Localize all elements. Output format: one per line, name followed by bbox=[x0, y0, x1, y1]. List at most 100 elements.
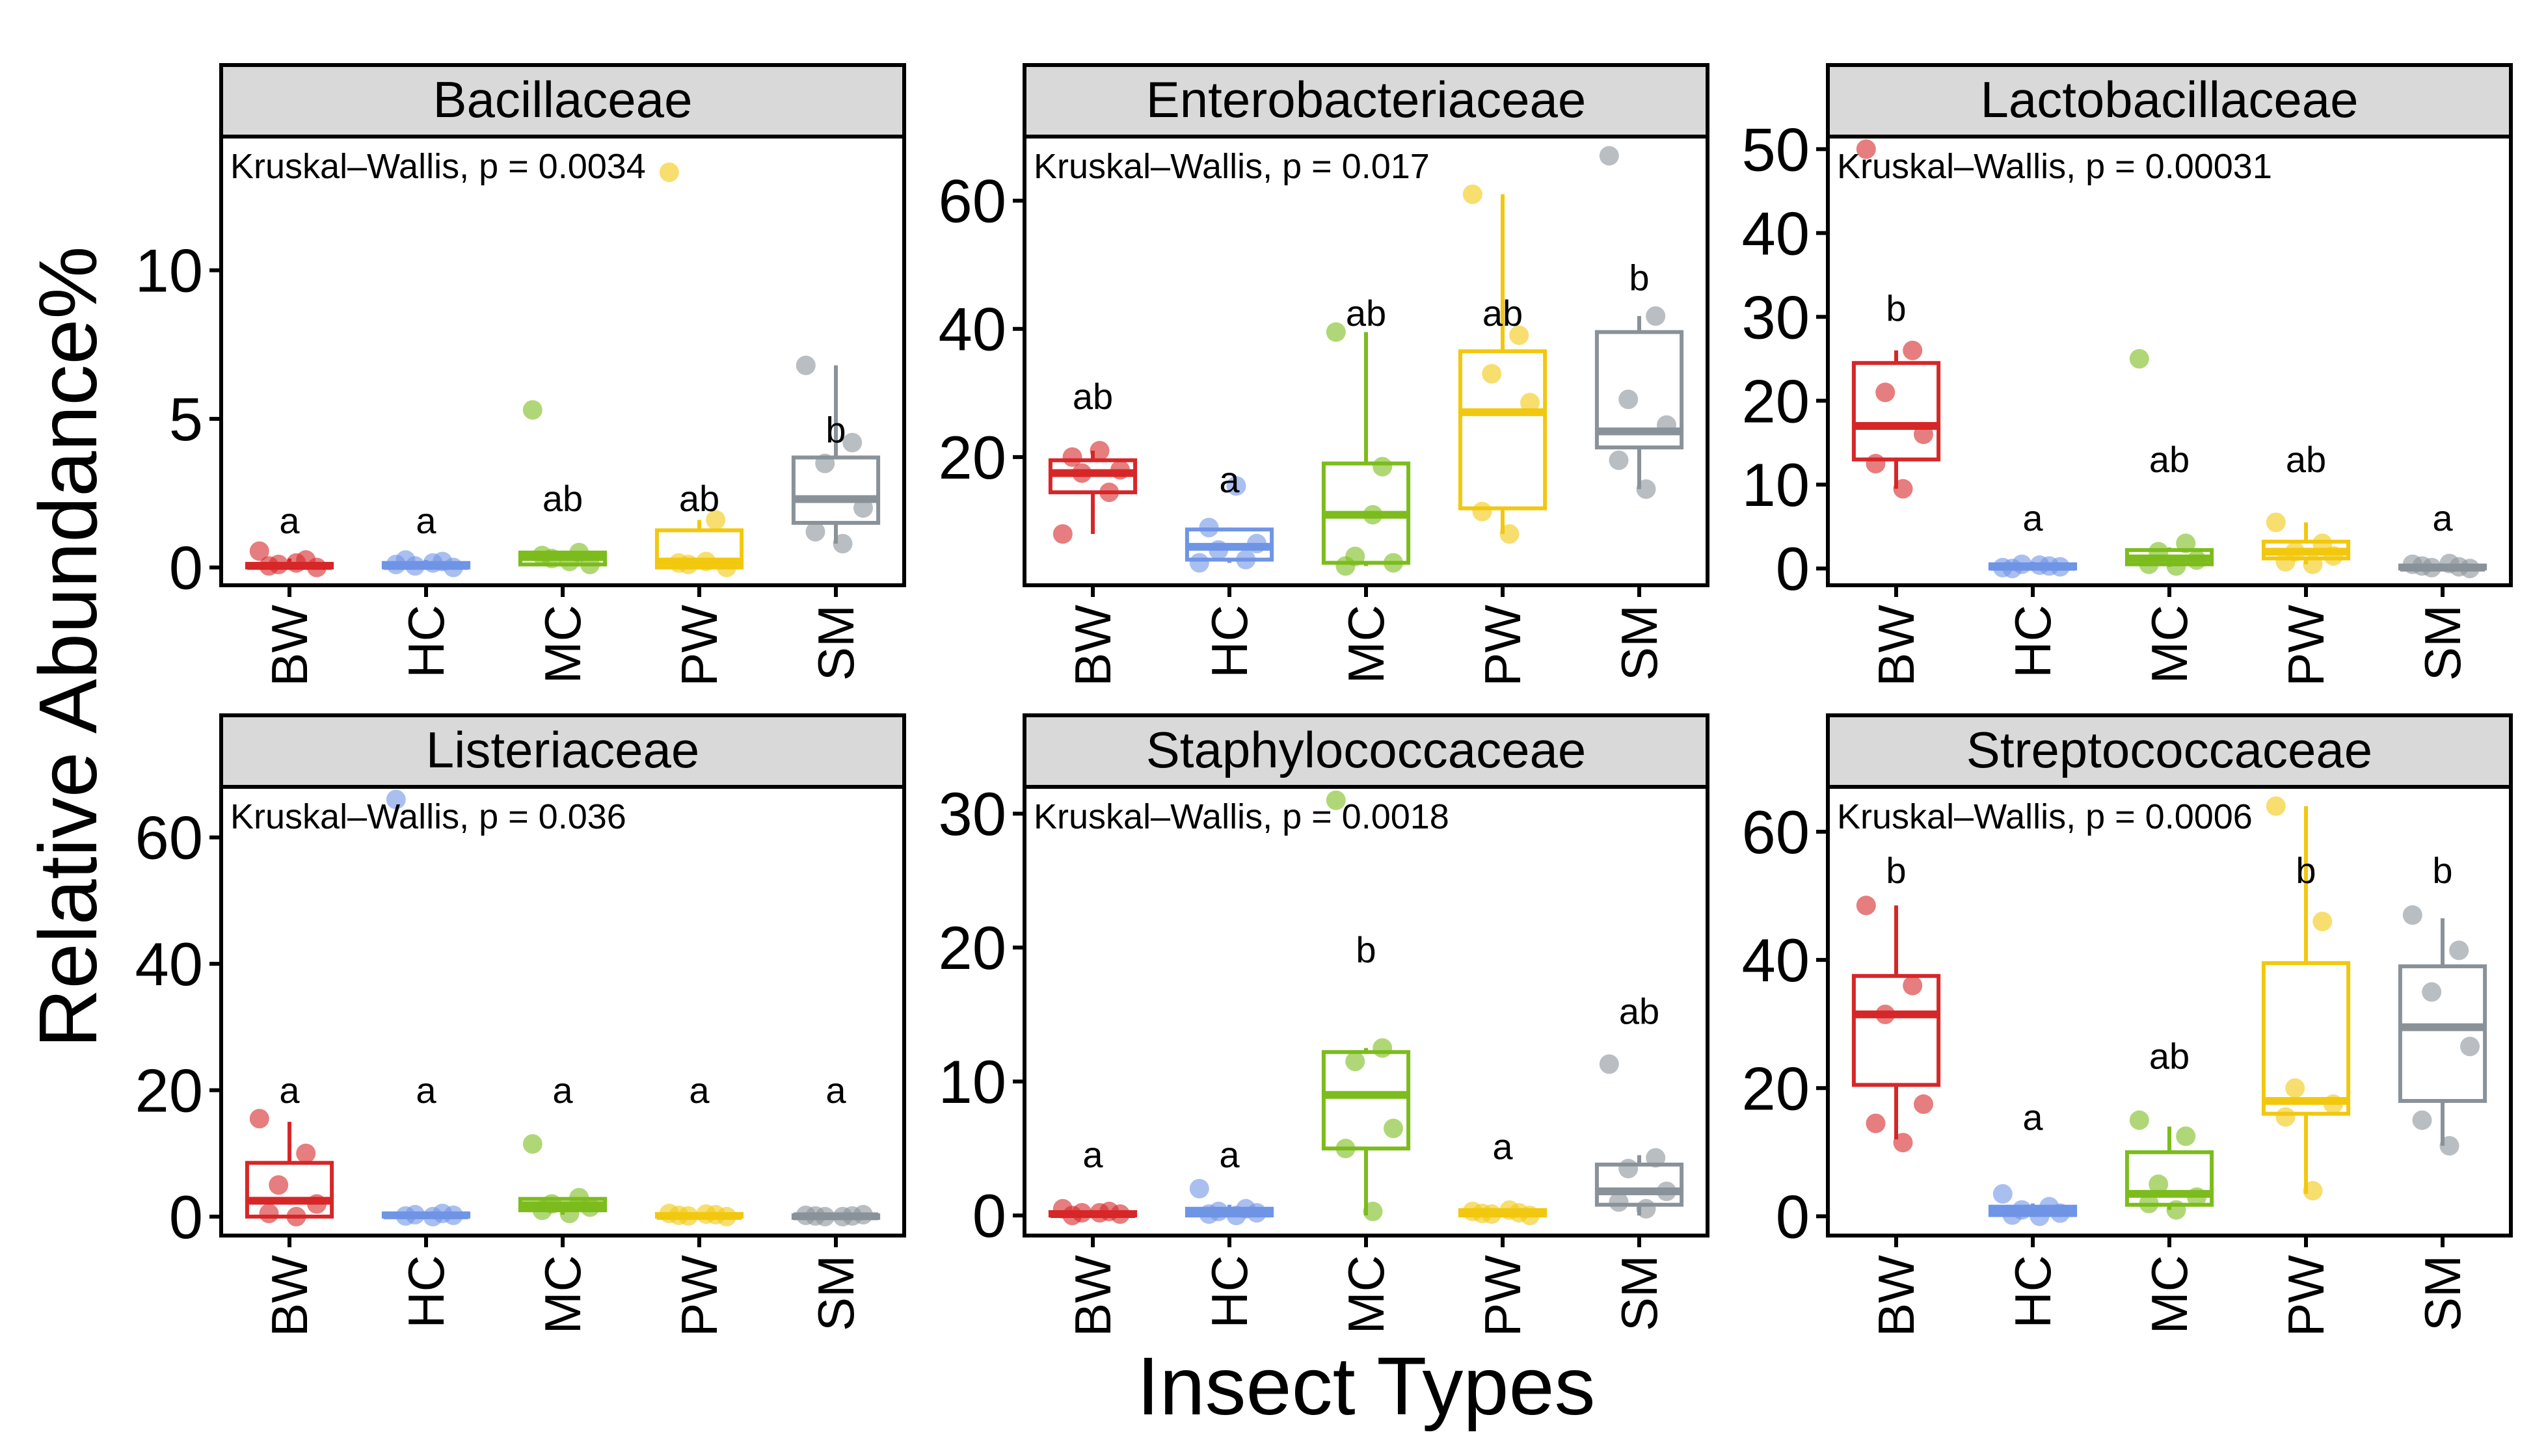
box-iqr bbox=[1851, 973, 1941, 1087]
data-point bbox=[1636, 479, 1656, 499]
x-tick-label: HC bbox=[1201, 1255, 1258, 1329]
y-tick-label: 0 bbox=[169, 1183, 203, 1251]
significance-letter: b bbox=[1356, 929, 1376, 970]
data-point bbox=[269, 1175, 289, 1195]
data-point bbox=[1226, 476, 1246, 496]
x-tick-label: MC bbox=[534, 605, 591, 683]
x-tick-label: HC bbox=[397, 605, 455, 678]
x-tick-label: BW bbox=[1868, 605, 1925, 687]
significance-letter: a bbox=[279, 500, 300, 541]
plot-area bbox=[219, 785, 906, 1238]
y-tick-label: 5 bbox=[169, 385, 203, 453]
x-tick-label: SM bbox=[2414, 1255, 2471, 1331]
data-point bbox=[1209, 540, 1229, 560]
data-point bbox=[444, 1205, 463, 1225]
y-tick-label: 0 bbox=[1776, 1182, 1810, 1251]
significance-letter: a bbox=[2022, 1096, 2043, 1137]
strip-header bbox=[1023, 713, 1709, 789]
data-point bbox=[2030, 555, 2050, 576]
significance-letter: a bbox=[689, 1070, 710, 1111]
data-point bbox=[1866, 1113, 1886, 1133]
data-point bbox=[1199, 518, 1219, 538]
y-axis-title: Relative Abundance% bbox=[22, 246, 114, 1048]
data-point bbox=[1609, 1192, 1629, 1212]
data-point bbox=[259, 1203, 279, 1223]
data-point bbox=[2139, 1193, 2159, 1213]
significance-letter: ab bbox=[543, 478, 583, 519]
data-point bbox=[259, 556, 279, 576]
data-point bbox=[1062, 447, 1082, 467]
box-bw bbox=[1851, 905, 1941, 1140]
significance-letter: a bbox=[1082, 1134, 1103, 1175]
data-point bbox=[1856, 895, 1876, 916]
data-point bbox=[2166, 1200, 2186, 1220]
data-point bbox=[1646, 1148, 1666, 1168]
data-point bbox=[2449, 940, 2469, 960]
data-point bbox=[1499, 524, 1520, 544]
data-point bbox=[1636, 1198, 1656, 1219]
y-tick-label: 20 bbox=[938, 423, 1006, 492]
y-tick-label: 0 bbox=[1776, 535, 1810, 603]
panel-lactobacillaceae: Lactobacillaceae 0 10 20 30 40 50 BW HC MC PW SM b a a… bbox=[1741, 63, 2513, 687]
data-point bbox=[2166, 556, 2186, 576]
significance-letter: a bbox=[1492, 1126, 1513, 1167]
y-tick-label: 0 bbox=[972, 1182, 1006, 1250]
x-tick-label: SM bbox=[1611, 1255, 1668, 1331]
panel-listeriaceae: Listeriaceae 0 20 40 60 BW HC MC PW SM a a a a a Kruska… bbox=[135, 713, 906, 1337]
data-point bbox=[1618, 390, 1639, 410]
data-point bbox=[1509, 325, 1529, 345]
data-point bbox=[1072, 463, 1092, 483]
data-point bbox=[815, 453, 835, 473]
data-point bbox=[2303, 554, 2323, 574]
data-point bbox=[1992, 1184, 2013, 1204]
data-point bbox=[522, 400, 543, 420]
plot-area bbox=[219, 135, 906, 587]
data-point bbox=[2266, 796, 2286, 816]
x-tick-label: BW bbox=[1064, 605, 1121, 687]
data-point bbox=[853, 1204, 873, 1224]
data-point bbox=[1499, 1200, 1520, 1220]
data-point bbox=[532, 1200, 552, 1221]
kruskal-wallis-annotation: Kruskal–Wallis, p = 0.0018 bbox=[1034, 797, 1449, 836]
y-tick-label: 60 bbox=[938, 167, 1006, 235]
data-point bbox=[1110, 1204, 1130, 1224]
data-point bbox=[1609, 450, 1629, 470]
data-point bbox=[669, 1205, 689, 1225]
strip-title: Lactobacillaceae bbox=[1980, 71, 2358, 128]
data-point bbox=[2050, 557, 2070, 577]
data-point bbox=[1363, 1201, 1383, 1221]
kruskal-wallis-annotation: Kruskal–Wallis, p = 0.017 bbox=[1034, 147, 1430, 186]
data-point bbox=[2050, 1203, 2070, 1223]
data-point bbox=[2129, 349, 2149, 369]
data-point bbox=[696, 1204, 716, 1224]
data-point bbox=[395, 550, 416, 570]
data-point bbox=[2324, 1094, 2343, 1114]
data-point bbox=[296, 1143, 316, 1163]
data-point bbox=[842, 432, 863, 453]
data-point bbox=[1866, 453, 1886, 473]
data-point bbox=[669, 553, 689, 573]
data-point bbox=[1199, 1204, 1219, 1224]
box-sm bbox=[2398, 918, 2487, 1146]
significance-letter: ab bbox=[2149, 439, 2190, 480]
significance-letter: a bbox=[552, 1070, 573, 1111]
box-iqr bbox=[2398, 964, 2487, 1103]
x-tick-label: HC bbox=[397, 1255, 455, 1329]
y-tick-label: 20 bbox=[1741, 367, 1810, 435]
data-point bbox=[1110, 460, 1130, 480]
data-point bbox=[2422, 982, 2442, 1002]
significance-letter: b bbox=[1886, 288, 1906, 329]
box-iqr bbox=[1321, 1050, 1411, 1151]
strip-header bbox=[1826, 713, 2513, 789]
data-point bbox=[522, 1134, 543, 1154]
data-point bbox=[2129, 1110, 2149, 1130]
significance-letter: ab bbox=[1073, 376, 1113, 417]
strip-title: Bacillaceae bbox=[433, 71, 693, 128]
data-point bbox=[805, 522, 825, 542]
kruskal-wallis-annotation: Kruskal–Wallis, p = 0.0034 bbox=[230, 147, 646, 186]
significance-letter: ab bbox=[679, 478, 719, 519]
x-tick-label: PW bbox=[2277, 605, 2335, 687]
data-point bbox=[2285, 1078, 2305, 1098]
